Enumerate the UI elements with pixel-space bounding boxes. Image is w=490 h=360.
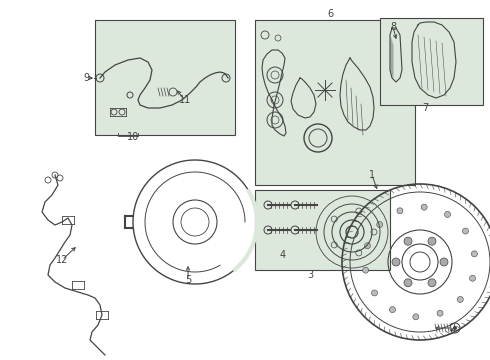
- Circle shape: [397, 208, 403, 214]
- Circle shape: [371, 290, 377, 296]
- Circle shape: [404, 237, 412, 245]
- Text: 10: 10: [127, 132, 139, 142]
- Text: 4: 4: [280, 250, 286, 260]
- Text: 6: 6: [327, 9, 333, 19]
- Circle shape: [444, 211, 450, 217]
- Circle shape: [428, 279, 436, 287]
- Text: 7: 7: [422, 103, 428, 113]
- Text: 1: 1: [369, 170, 375, 180]
- Bar: [255, 20, 415, 185]
- Circle shape: [363, 267, 368, 273]
- Circle shape: [428, 237, 436, 245]
- Circle shape: [377, 221, 383, 228]
- Circle shape: [390, 307, 395, 312]
- Circle shape: [421, 204, 427, 210]
- Bar: [95, 20, 235, 135]
- Circle shape: [413, 314, 419, 320]
- Text: 3: 3: [307, 270, 313, 280]
- Circle shape: [471, 251, 477, 257]
- Text: 5: 5: [185, 275, 191, 285]
- Text: 8: 8: [390, 22, 396, 32]
- Text: 2: 2: [449, 323, 455, 333]
- Text: 9: 9: [83, 73, 89, 83]
- Circle shape: [404, 279, 412, 287]
- Text: 12: 12: [56, 255, 68, 265]
- Circle shape: [440, 258, 448, 266]
- Circle shape: [392, 258, 400, 266]
- Circle shape: [469, 275, 475, 281]
- Bar: [380, 18, 483, 105]
- Circle shape: [365, 243, 370, 249]
- Circle shape: [437, 310, 443, 316]
- Circle shape: [457, 296, 463, 302]
- Circle shape: [453, 326, 457, 330]
- Bar: [255, 190, 390, 270]
- Text: 11: 11: [179, 95, 191, 105]
- Circle shape: [463, 228, 468, 234]
